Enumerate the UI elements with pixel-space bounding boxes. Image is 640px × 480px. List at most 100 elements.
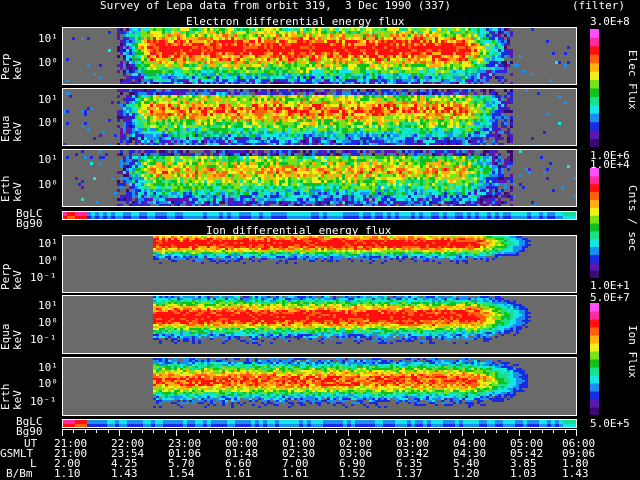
ion-erth-label: Erth xyxy=(0,383,12,411)
electron-equa-panel xyxy=(62,88,577,146)
electron-perp-panel xyxy=(62,27,577,85)
ion-erth-unit: keV xyxy=(11,390,24,410)
electron-erth-tick-10: 10¹ xyxy=(38,153,58,166)
ion-equa-panel xyxy=(62,295,577,354)
ion-equa-label: Equa xyxy=(0,323,12,351)
ion-equa-unit: keV xyxy=(11,330,24,350)
electron-bg90-label: Bg90 xyxy=(16,217,43,230)
axis-gsmlt-value: 23:54 xyxy=(111,447,145,460)
axis-bbm-value: 1.54 xyxy=(168,467,195,480)
ion-equa-tick-10: 10¹ xyxy=(38,299,58,312)
ion-flux-axis-label: Ion Flux xyxy=(626,325,639,378)
ion-bg90-label: Bg90 xyxy=(16,425,43,438)
ion-bglc-label: BgLC xyxy=(16,415,43,428)
axis-l-value: 1.80 xyxy=(562,457,589,470)
axis-ut-value: 01:00 xyxy=(282,437,316,450)
ion-bg-strip xyxy=(62,419,577,428)
elec-flux-colorbar xyxy=(590,29,599,147)
axis-gsmlt-value: 05:42 xyxy=(510,447,544,460)
axis-l-value: 4.25 xyxy=(111,457,138,470)
ion-perp-label: Perp xyxy=(0,263,12,291)
axis-l-value: 2.00 xyxy=(54,457,81,470)
axis-ut-value: 00:00 xyxy=(225,437,259,450)
electron-perp-tick-10: 10¹ xyxy=(38,32,58,45)
axis-ut-value: 21:00 xyxy=(54,437,88,450)
ut-row-label: UT xyxy=(24,437,38,450)
ion-erth-panel xyxy=(62,357,577,416)
ion-perp-unit: keV xyxy=(11,270,24,290)
electron-equa-unit: keV xyxy=(11,122,24,142)
axis-ut-value: 02:00 xyxy=(339,437,373,450)
ion-erth-tick-10: 10¹ xyxy=(38,361,58,374)
ion-perp-panel xyxy=(62,235,577,293)
axis-gsmlt-value: 01:48 xyxy=(225,447,259,460)
ion-erth-tick-01: 10⁻¹ xyxy=(30,395,57,408)
electron-erth-unit: keV xyxy=(11,182,24,202)
ion-flux-colorbar xyxy=(590,303,599,415)
axis-gsmlt-value: 02:30 xyxy=(282,447,316,460)
axis-bbm-value: 1.52 xyxy=(339,467,366,480)
page-title: Survey of Lepa data from orbit 319, 3 De… xyxy=(100,0,451,12)
axis-bbm-value: 1.61 xyxy=(282,467,309,480)
axis-bbm-value: 1.03 xyxy=(510,467,537,480)
axis-l-value: 7.00 xyxy=(282,457,309,470)
axis-bbm-value: 1.10 xyxy=(54,467,81,480)
electron-equa-tick-1: 10⁰ xyxy=(38,116,58,129)
ion-flux-max: 5.0E+7 xyxy=(590,291,630,304)
axis-ut-value: 03:00 xyxy=(396,437,430,450)
electron-perp-unit: keV xyxy=(11,60,24,80)
gsmlt-row-label: GSMLT xyxy=(0,447,34,460)
axis-gsmlt-value: 09:06 xyxy=(562,447,596,460)
l-row-label: L xyxy=(30,457,37,470)
electron-perp-tick-1: 10⁰ xyxy=(38,56,58,69)
electron-perp-label: Perp xyxy=(0,53,12,81)
electron-bg-strip xyxy=(62,211,577,220)
axis-bbm-value: 1.20 xyxy=(453,467,480,480)
axis-ut-value: 22:00 xyxy=(111,437,145,450)
axis-bbm-value: 1.61 xyxy=(225,467,252,480)
axis-l-value: 6.35 xyxy=(396,457,423,470)
axis-bbm-value: 1.43 xyxy=(562,467,589,480)
axis-gsmlt-value: 03:42 xyxy=(396,447,430,460)
time-axis-ticks xyxy=(62,429,577,436)
axis-ut-value: 05:00 xyxy=(510,437,544,450)
axis-gsmlt-value: 01:06 xyxy=(168,447,202,460)
axis-l-value: 6.90 xyxy=(339,457,366,470)
elec-flux-min: 1.0E+6 xyxy=(590,149,630,162)
axis-l-value: 6.60 xyxy=(225,457,252,470)
axis-bbm-value: 1.43 xyxy=(111,467,138,480)
cnts-colorbar xyxy=(590,168,599,278)
ion-equa-tick-1: 10⁰ xyxy=(38,316,58,329)
electron-erth-label: Erth xyxy=(0,175,12,203)
axis-bbm-value: 1.37 xyxy=(396,467,423,480)
electron-equa-tick-10: 10¹ xyxy=(38,93,58,106)
cnts-max: 1.0E+4 xyxy=(590,158,630,171)
axis-l-value: 3.85 xyxy=(510,457,537,470)
ion-flux-min: 5.0E+5 xyxy=(590,417,630,430)
electron-section-title: Electron differential energy flux xyxy=(186,15,405,28)
filter-label: (filter) xyxy=(572,0,625,12)
ion-perp-tick-1: 10⁰ xyxy=(38,254,58,267)
elec-flux-max: 3.0E+8 xyxy=(590,15,630,28)
ion-section-title: Ion differential energy flux xyxy=(206,224,392,237)
cnts-axis-label: Cnts / sec xyxy=(626,185,639,252)
ion-equa-tick-01: 10⁻¹ xyxy=(30,333,57,346)
axis-l-value: 5.70 xyxy=(168,457,195,470)
electron-equa-label: Equa xyxy=(0,115,12,143)
electron-erth-panel xyxy=(62,149,577,207)
axis-ut-value: 06:00 xyxy=(562,437,596,450)
cnts-min: 1.0E+1 xyxy=(590,279,630,292)
axis-ut-value: 04:00 xyxy=(453,437,487,450)
axis-gsmlt-value: 21:00 xyxy=(54,447,88,460)
bbm-row-label: B/Bm xyxy=(6,467,33,480)
electron-erth-tick-1: 10⁰ xyxy=(38,178,58,191)
ion-perp-tick-10: 10¹ xyxy=(38,237,58,250)
axis-l-value: 5.40 xyxy=(453,457,480,470)
axis-gsmlt-value: 03:06 xyxy=(339,447,373,460)
axis-ut-value: 23:00 xyxy=(168,437,202,450)
elec-flux-axis-label: Elec Flux xyxy=(626,50,639,110)
electron-bglc-label: BgLC xyxy=(16,207,43,220)
ion-perp-tick-01: 10⁻¹ xyxy=(30,271,57,284)
ion-erth-tick-1: 10⁰ xyxy=(38,377,58,390)
axis-gsmlt-value: 04:30 xyxy=(453,447,487,460)
